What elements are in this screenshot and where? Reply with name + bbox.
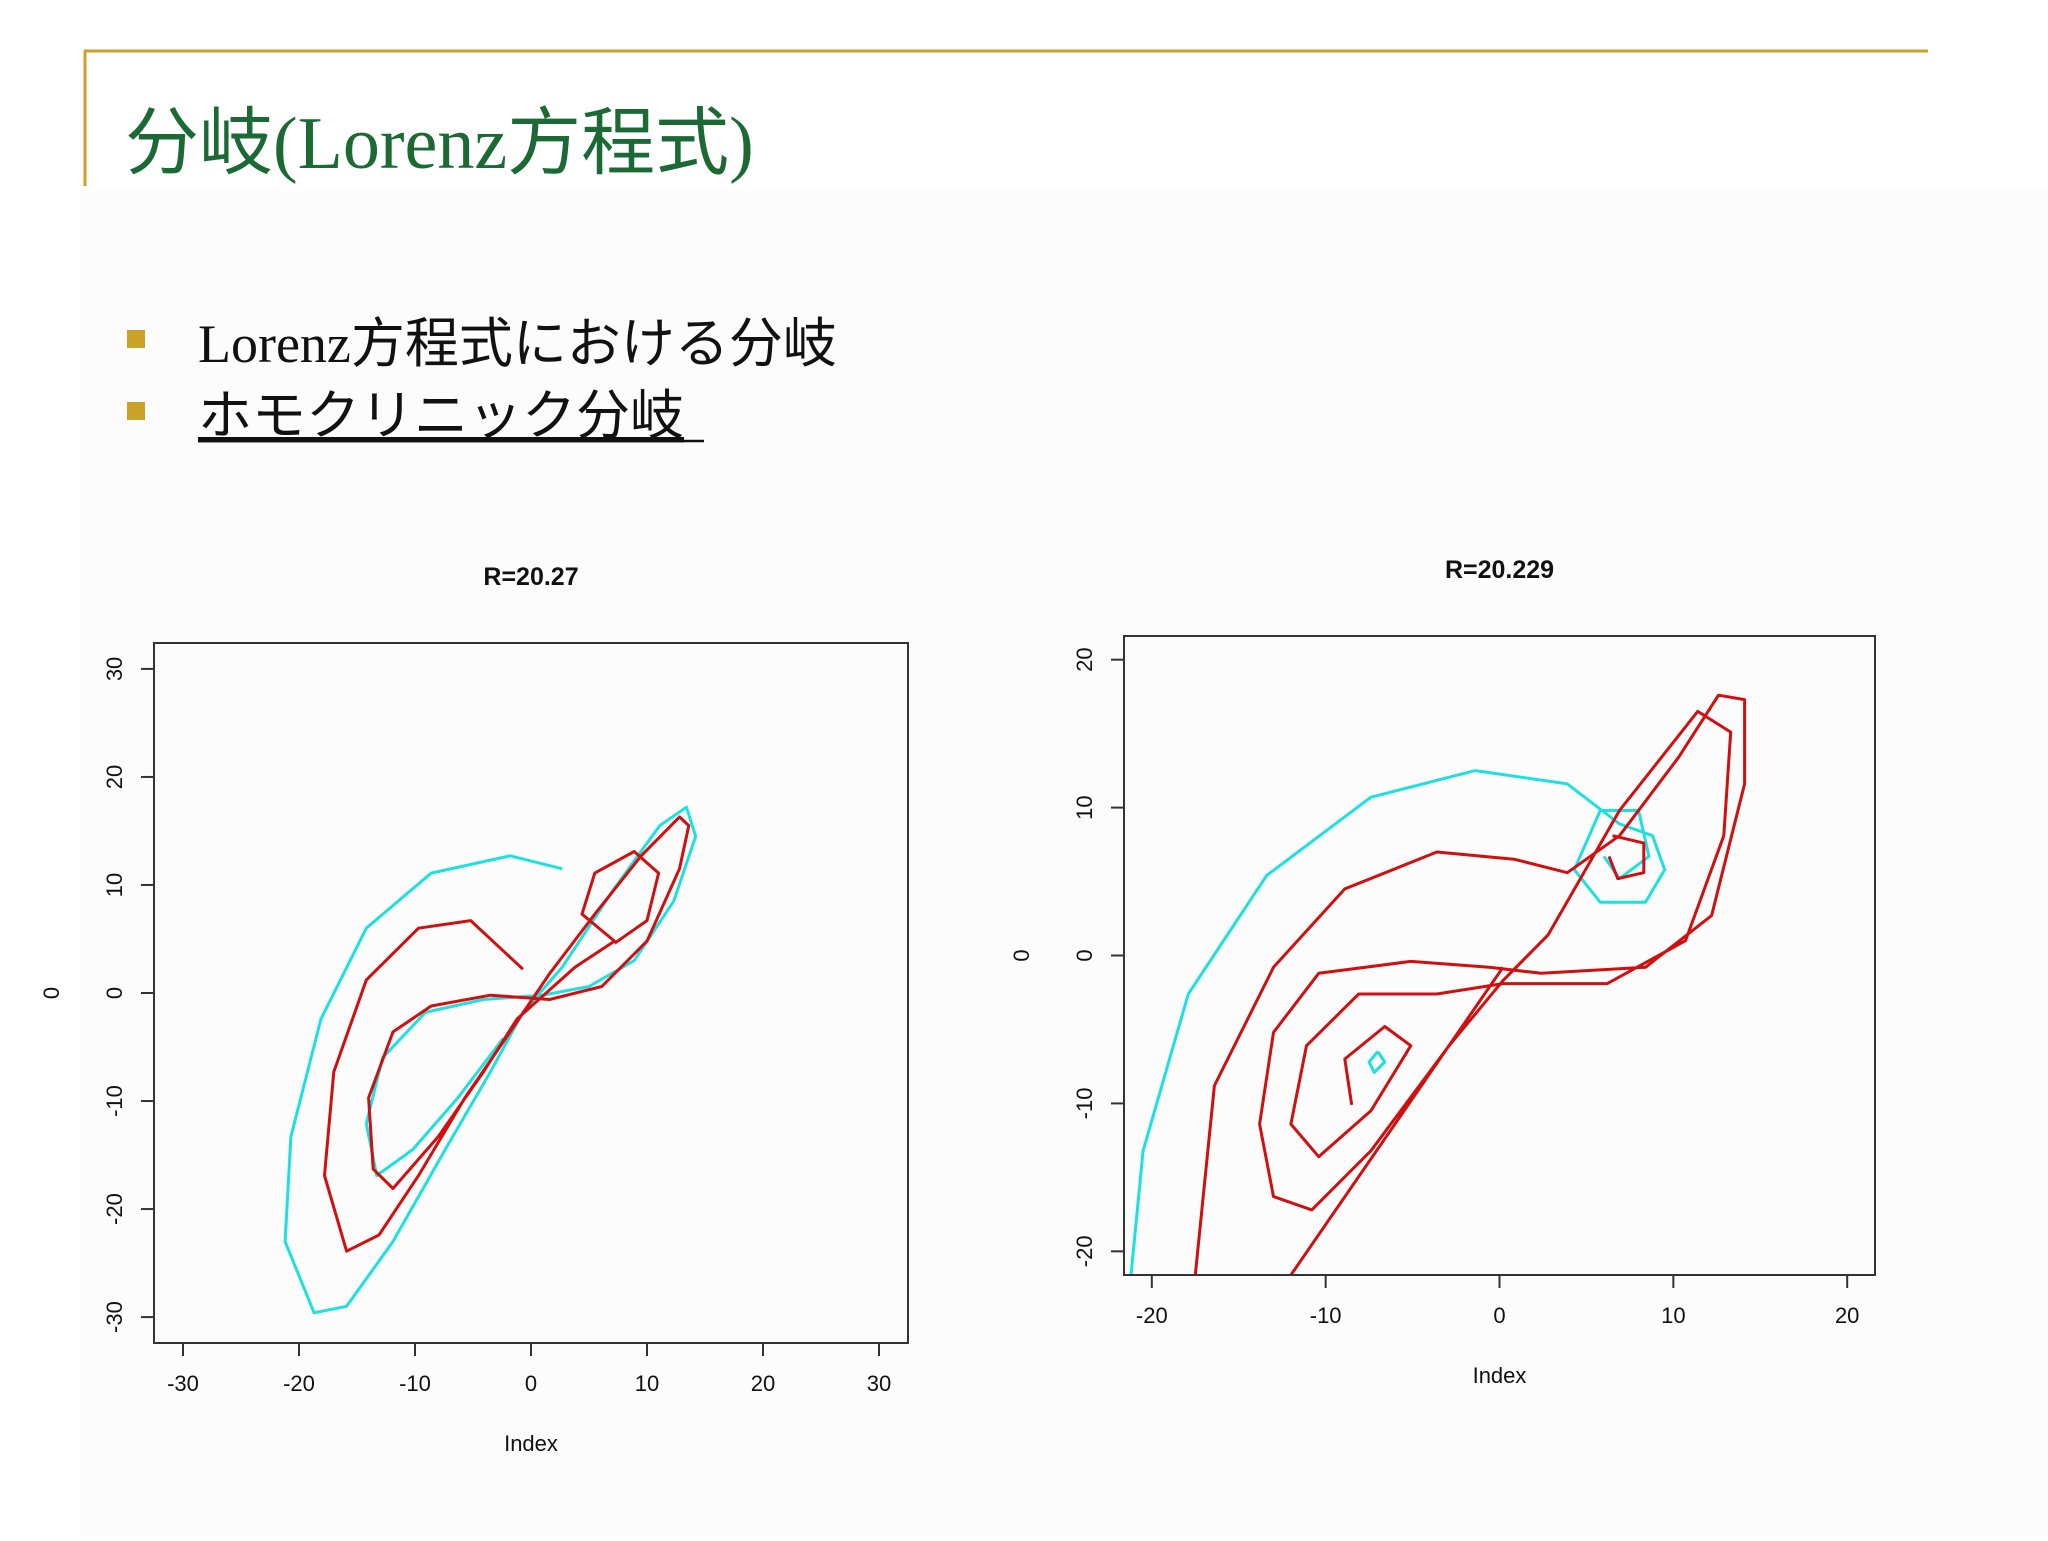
chart-title: R=20.27 bbox=[483, 563, 578, 591]
x-tick-label: -20 bbox=[283, 1371, 315, 1396]
x-axis-label: Index bbox=[1473, 1363, 1527, 1388]
content-background bbox=[80, 190, 2048, 1536]
y-tick-label: -30 bbox=[102, 1301, 127, 1333]
x-tick-label: -30 bbox=[167, 1371, 199, 1396]
bullet-text: Lorenz方程式における分岐 bbox=[198, 314, 837, 374]
bullet-link[interactable]: ホモクリニック分岐 bbox=[198, 386, 684, 446]
y-tick-label: 0 bbox=[102, 987, 127, 999]
trajectory bbox=[1193, 693, 1747, 1276]
x-tick-label: 30 bbox=[867, 1371, 891, 1396]
x-tick-label: -10 bbox=[399, 1371, 431, 1396]
x-tick-label: 0 bbox=[1493, 1303, 1505, 1328]
x-tick-label: 10 bbox=[1661, 1303, 1685, 1328]
y-tick-label: -20 bbox=[102, 1193, 127, 1225]
trajectory bbox=[1129, 769, 1667, 1276]
x-tick-label: -10 bbox=[1310, 1303, 1342, 1328]
trajectory bbox=[323, 815, 691, 1253]
bullet-marker bbox=[127, 402, 145, 420]
slide-title: 分岐(Lorenz方程式) bbox=[125, 103, 754, 185]
bullet-marker bbox=[127, 330, 145, 348]
x-tick-label: 0 bbox=[525, 1371, 537, 1396]
chart-title: R=20.229 bbox=[1445, 556, 1554, 584]
y-tick-label: -10 bbox=[1072, 1088, 1097, 1120]
y-axis-label: 0 bbox=[39, 987, 64, 999]
x-tick-label: 10 bbox=[635, 1371, 659, 1396]
y-tick-label: 10 bbox=[1072, 795, 1097, 819]
y-tick-label: 20 bbox=[102, 765, 127, 789]
x-axis-label: Index bbox=[504, 1431, 558, 1456]
x-tick-label: -20 bbox=[1136, 1303, 1168, 1328]
y-tick-label: 20 bbox=[1072, 647, 1097, 671]
x-tick-label: 20 bbox=[1835, 1303, 1859, 1328]
y-tick-label: -10 bbox=[102, 1085, 127, 1117]
y-tick-label: 10 bbox=[102, 873, 127, 897]
y-tick-label: -20 bbox=[1072, 1235, 1097, 1267]
y-axis-label: 0 bbox=[1009, 949, 1034, 961]
y-tick-label: 0 bbox=[1072, 949, 1097, 961]
y-tick-label: 30 bbox=[102, 657, 127, 681]
x-tick-label: 20 bbox=[751, 1371, 775, 1396]
